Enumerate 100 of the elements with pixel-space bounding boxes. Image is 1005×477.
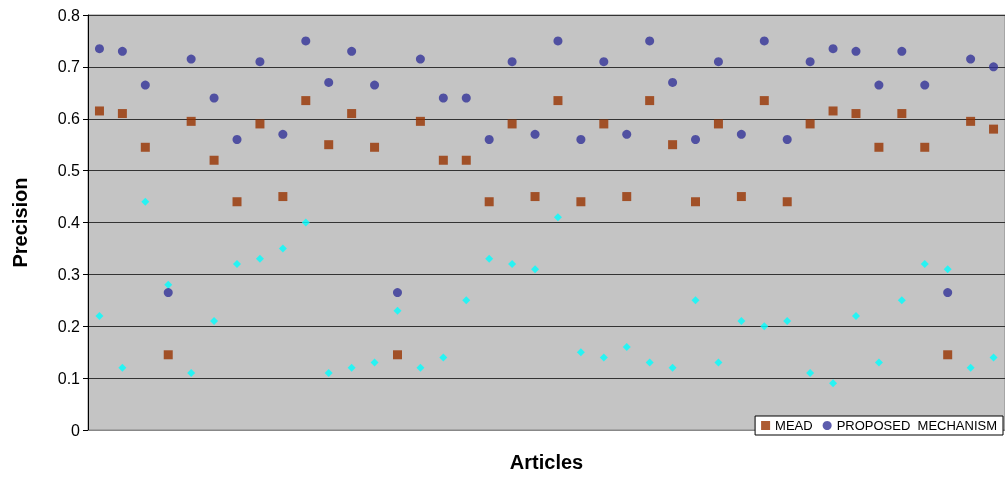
point: [530, 129, 540, 139]
point: [759, 36, 769, 46]
point: [233, 260, 242, 268]
point: [439, 353, 448, 362]
y-tick-label: 0.6: [57, 110, 81, 128]
point: [668, 140, 678, 150]
point: [393, 288, 402, 298]
point: [209, 93, 219, 103]
point: [370, 358, 379, 367]
legend-label: PROPOSED MECHANISM: [836, 418, 997, 433]
point: [851, 46, 861, 56]
point: [301, 218, 310, 227]
point: [897, 296, 906, 305]
point: [553, 96, 563, 106]
point: [943, 350, 953, 360]
point: [805, 57, 815, 67]
point: [989, 124, 999, 134]
point: [553, 213, 562, 222]
y-tick-label: 0.8: [57, 6, 81, 24]
point: [370, 80, 380, 90]
point: [576, 348, 585, 357]
point: [920, 80, 930, 90]
point: [989, 353, 998, 362]
point: [508, 260, 517, 268]
point: [461, 155, 471, 165]
point: [209, 155, 219, 165]
point: [187, 368, 196, 377]
point: [759, 96, 769, 106]
point: [186, 116, 196, 126]
point: [140, 80, 150, 90]
point: [805, 119, 815, 129]
point: [117, 109, 127, 119]
point: [576, 135, 586, 144]
y-tick-label: 0: [71, 421, 81, 439]
point: [210, 317, 219, 326]
point: [301, 36, 311, 46]
point: [782, 135, 792, 144]
point: [645, 96, 655, 106]
point: [829, 379, 838, 388]
point: [393, 306, 402, 315]
point: [851, 311, 860, 320]
point: [668, 363, 677, 372]
point: [462, 296, 471, 305]
point: [989, 62, 999, 72]
point: [622, 343, 631, 351]
point: [163, 288, 173, 298]
point: [897, 109, 907, 119]
point: [232, 197, 242, 207]
y-axis-title: Precision: [9, 177, 31, 268]
point: [118, 363, 127, 372]
point: [324, 77, 334, 87]
point: [484, 197, 494, 207]
point: [255, 119, 265, 129]
point: [599, 57, 609, 67]
point: [828, 106, 838, 116]
point: [278, 244, 287, 253]
point: [897, 46, 907, 56]
y-tick-label: 0.4: [57, 214, 81, 231]
point: [691, 197, 701, 207]
y-tick-label: 0.3: [57, 265, 81, 283]
point: [943, 265, 952, 274]
point: [140, 142, 150, 152]
point: [461, 93, 471, 103]
point: [163, 350, 173, 360]
point: [530, 192, 540, 202]
point: [599, 353, 608, 362]
point: [94, 44, 104, 54]
y-tick-label: 0.7: [57, 58, 81, 76]
point: [668, 77, 678, 87]
point: [117, 46, 127, 56]
point: [645, 358, 654, 367]
point: [874, 358, 883, 367]
point: [966, 54, 976, 64]
point: [507, 119, 517, 129]
point: [347, 109, 357, 119]
point: [324, 140, 334, 150]
x-axis-title: Articles: [509, 451, 584, 473]
point: [828, 44, 838, 54]
point: [324, 368, 333, 377]
point: [782, 197, 792, 207]
point: [851, 109, 861, 119]
point: [392, 350, 402, 360]
point: [737, 317, 746, 326]
point: [438, 155, 448, 165]
point: [622, 129, 632, 139]
point: [943, 288, 953, 298]
y-tick-label: 0.5: [57, 162, 81, 180]
point: [94, 106, 104, 116]
point: [347, 363, 356, 372]
point: [484, 135, 494, 144]
point: [920, 260, 929, 268]
point: [713, 57, 723, 67]
y-tick-label: 0.1: [57, 369, 81, 387]
point: [713, 119, 723, 129]
point: [691, 135, 701, 144]
point: [531, 265, 540, 274]
point: [645, 36, 655, 46]
point: [186, 54, 196, 64]
point: [415, 116, 425, 126]
point: [255, 57, 265, 67]
